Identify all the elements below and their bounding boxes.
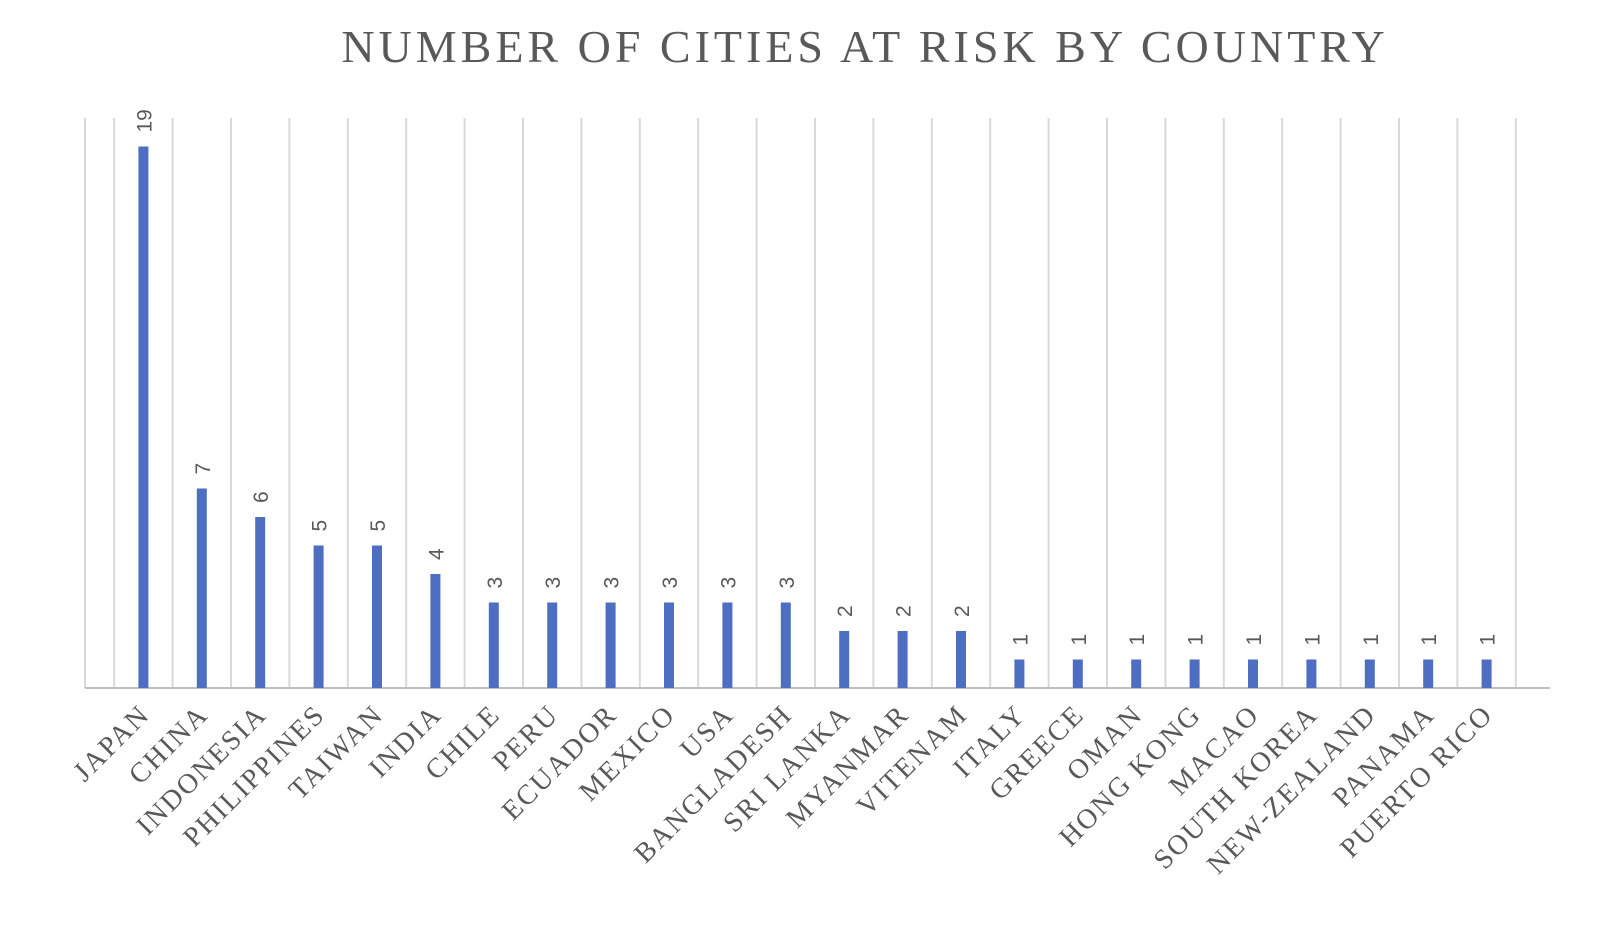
category-labels: JAPANCHINAINDONESIAPHILIPPINESTAIWANINDI… <box>68 699 1500 881</box>
bar <box>1423 659 1434 688</box>
bar <box>664 602 674 688</box>
bar <box>196 488 207 688</box>
data-label: 3 <box>717 577 740 589</box>
bar <box>1014 659 1025 688</box>
data-label: 1 <box>1185 634 1208 646</box>
data-label: 1 <box>1360 634 1383 646</box>
bar <box>1481 659 1492 688</box>
gridlines <box>84 118 1517 688</box>
data-label: 5 <box>367 520 390 532</box>
bar <box>255 517 266 688</box>
bar <box>1072 659 1083 688</box>
data-label: 1 <box>1301 634 1324 646</box>
data-label: 1 <box>1243 634 1266 646</box>
data-label: 3 <box>659 577 682 589</box>
data-label: 7 <box>192 463 215 475</box>
bars <box>138 146 1492 688</box>
bar <box>488 602 499 688</box>
bar <box>780 602 791 688</box>
bar <box>1189 659 1200 688</box>
data-label: 1 <box>1126 634 1149 646</box>
bar <box>722 602 733 688</box>
data-label: 3 <box>484 577 507 589</box>
bar <box>1364 659 1375 688</box>
data-label: 19 <box>133 109 156 132</box>
bar <box>313 545 324 688</box>
data-label: 1 <box>1418 634 1441 646</box>
bar <box>956 631 966 688</box>
bar <box>547 602 558 688</box>
data-label: 4 <box>425 548 448 560</box>
bar <box>605 602 616 688</box>
data-label: 2 <box>834 605 857 617</box>
data-label: 3 <box>601 577 624 589</box>
bar <box>1131 659 1142 688</box>
bar <box>897 631 908 688</box>
data-label: 6 <box>250 491 273 503</box>
bar <box>1306 659 1317 688</box>
data-label: 3 <box>542 577 565 589</box>
data-label: 1 <box>1009 634 1032 646</box>
data-label: 3 <box>776 577 799 589</box>
bar <box>1248 659 1258 688</box>
data-label: 2 <box>893 605 916 617</box>
bar <box>138 146 149 688</box>
bar <box>839 631 850 688</box>
data-label: 1 <box>1068 634 1091 646</box>
data-label: 1 <box>1477 634 1500 646</box>
chart-title: NUMBER OF CITIES AT RISK BY COUNTRY <box>341 21 1388 72</box>
data-label: 5 <box>309 520 332 532</box>
data-label: 2 <box>951 605 974 617</box>
bar <box>430 574 441 688</box>
bar <box>372 545 382 688</box>
data-labels: 19 7 6 5 5 4 3 3 3 3 3 3 2 2 2 1 1 1 1 1 1 1 1 1 <box>133 109 1499 645</box>
